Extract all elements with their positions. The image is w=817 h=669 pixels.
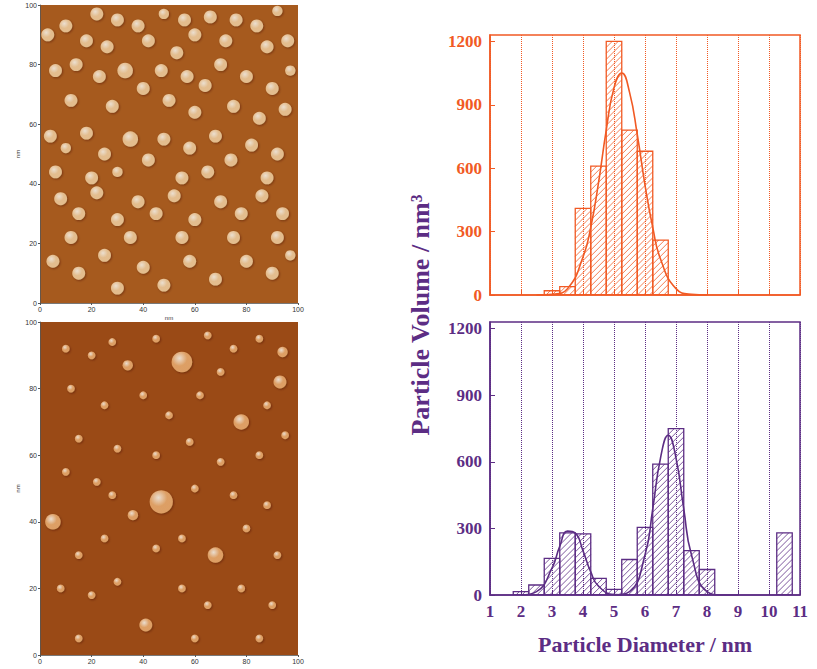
svg-text:40: 40 — [139, 658, 147, 665]
svg-text:600: 600 — [457, 159, 483, 178]
svg-text:40: 40 — [29, 518, 37, 525]
svg-text:80: 80 — [29, 61, 37, 68]
svg-text:100: 100 — [292, 658, 304, 665]
svg-text:60: 60 — [29, 452, 37, 459]
svg-text:1200: 1200 — [448, 32, 482, 51]
svg-text:20: 20 — [29, 585, 37, 592]
svg-text:60: 60 — [191, 658, 199, 665]
svg-text:20: 20 — [29, 240, 37, 247]
svg-text:1200: 1200 — [448, 319, 482, 338]
svg-text:0: 0 — [38, 658, 42, 665]
svg-text:80: 80 — [243, 306, 251, 313]
svg-text:2: 2 — [517, 602, 526, 621]
svg-text:5: 5 — [610, 602, 619, 621]
svg-text:900: 900 — [457, 386, 483, 405]
svg-text:600: 600 — [457, 452, 483, 471]
svg-text:60: 60 — [29, 121, 37, 128]
svg-text:40: 40 — [139, 306, 147, 313]
svg-text:20: 20 — [88, 658, 96, 665]
svg-text:100: 100 — [25, 319, 37, 326]
svg-text:0: 0 — [33, 300, 37, 307]
svg-text:60: 60 — [191, 306, 199, 313]
svg-text:nm: nm — [165, 315, 173, 321]
svg-text:9: 9 — [734, 602, 743, 621]
svg-text:nm: nm — [15, 150, 21, 158]
svg-text:0: 0 — [474, 286, 483, 305]
svg-text:nm: nm — [15, 484, 21, 492]
svg-text:6: 6 — [641, 602, 650, 621]
svg-text:100: 100 — [25, 2, 37, 9]
svg-text:300: 300 — [457, 222, 483, 241]
svg-text:Particle Diameter / nm: Particle Diameter / nm — [538, 632, 752, 657]
svg-text:0: 0 — [38, 306, 42, 313]
svg-text:1: 1 — [486, 602, 495, 621]
svg-text:8: 8 — [703, 602, 712, 621]
svg-text:40: 40 — [29, 180, 37, 187]
svg-text:3: 3 — [548, 602, 557, 621]
svg-text:20: 20 — [88, 306, 96, 313]
svg-text:Particle Volume / nm³: Particle Volume / nm³ — [406, 194, 435, 435]
svg-text:11: 11 — [792, 602, 808, 621]
svg-text:10: 10 — [761, 602, 778, 621]
svg-text:80: 80 — [29, 385, 37, 392]
svg-text:7: 7 — [672, 602, 681, 621]
svg-text:300: 300 — [457, 519, 483, 538]
svg-text:100: 100 — [292, 306, 304, 313]
svg-text:900: 900 — [457, 95, 483, 114]
svg-text:80: 80 — [243, 658, 251, 665]
svg-text:0: 0 — [33, 652, 37, 659]
svg-text:4: 4 — [579, 602, 588, 621]
svg-text:0: 0 — [474, 586, 483, 605]
